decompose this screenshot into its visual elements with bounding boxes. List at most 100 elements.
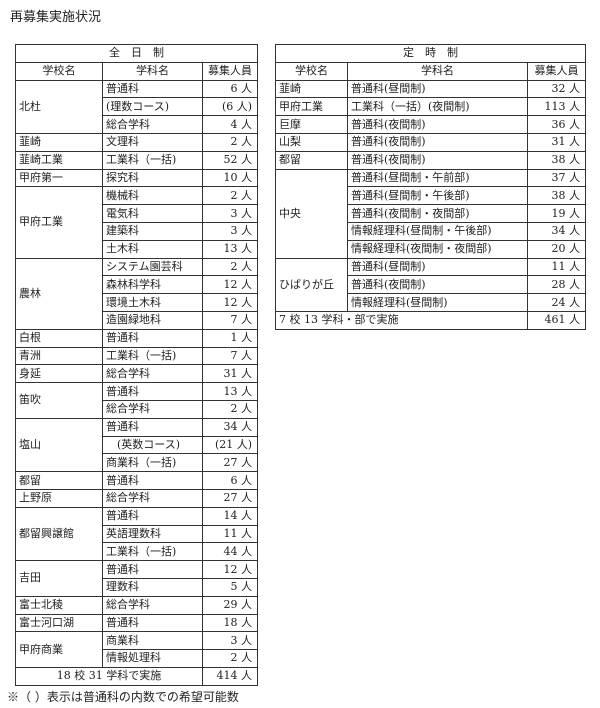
department-name: 工業科（一括）(夜間制) xyxy=(347,97,528,117)
total-label: 18 校 31 学科で実施 xyxy=(15,666,203,686)
table-row: 環境土木科 12 人 xyxy=(16,293,259,312)
table-row: 吉田 普通科 12 人 xyxy=(15,560,259,597)
department-name: 普通科(昼間制・午後部) xyxy=(347,186,528,206)
department-name: 普通科 xyxy=(102,79,203,99)
recruit-count: 13 人 xyxy=(201,239,259,259)
department-name: 普通科 xyxy=(102,613,203,633)
recruit-count: 38 人 xyxy=(526,150,587,170)
table-row: 甲府工業 工業科（一括）(夜間制) 113 人 xyxy=(275,97,587,117)
department-name: 普通科 xyxy=(102,328,203,348)
table-row: 普通科(夜間制・夜間部) 19 人 xyxy=(276,204,587,223)
recruit-count: 20 人 xyxy=(526,239,587,259)
table-row: 農林 システム園芸科 2 人 xyxy=(15,257,259,330)
recruit-count: 27 人 xyxy=(201,453,259,473)
recruit-count: 3 人 xyxy=(201,631,259,651)
department-name: 情報経理科(昼間制・午後部) xyxy=(347,221,528,241)
table-row: 甲府第一 探究科 10 人 xyxy=(15,168,259,188)
recruit-count: 28 人 xyxy=(526,275,587,295)
footnote: ※（ ）表示は普通科の内数での希望可能数 xyxy=(7,690,239,704)
department-name: システム園芸科 xyxy=(102,257,203,277)
department-name: 森林科学科 xyxy=(102,275,203,295)
table-row: 身延 総合学科 31 人 xyxy=(15,364,259,384)
full-time-table: 全 日 制学校名 学科名 募集人員 北杜 普通科 6 人 (理数コース) (6 人) 総合学科 4… xyxy=(14,44,259,686)
table-row: 都留 普通科(夜間制) 38 人 xyxy=(275,150,587,170)
table-row: 青洲 工業科（一括) 7 人 xyxy=(15,346,259,366)
school-name: 農林 xyxy=(15,257,103,330)
department-name: 商業科 xyxy=(102,631,203,651)
school-name: 北杜 xyxy=(15,79,103,134)
department-name: 理数科 xyxy=(102,577,203,597)
department-name: 総合学科 xyxy=(102,595,203,615)
school-name: 甲府商業 xyxy=(15,631,103,668)
department-name: 情報処理科 xyxy=(102,649,203,668)
table-row: ひばりが丘 普通科(昼間制) 11 人 xyxy=(275,257,587,312)
department-name: 造園緑地科 xyxy=(102,310,203,330)
school-name: 甲府工業 xyxy=(15,186,103,259)
school-name: ひばりが丘 xyxy=(275,257,348,312)
total-count: 461 人 xyxy=(526,310,587,330)
table-row: 上野原 総合学科 27 人 xyxy=(15,488,259,508)
recruit-count: 52 人 xyxy=(201,150,259,170)
recruit-count: 27 人 xyxy=(201,488,259,508)
recruit-count: 38 人 xyxy=(526,186,587,206)
recruit-count: 7 人 xyxy=(201,310,259,330)
school-name: 笛吹 xyxy=(15,382,103,419)
school-name: 富士北稜 xyxy=(15,595,103,615)
department-name: 土木科 xyxy=(102,239,203,259)
department-name: 工業科（一括) xyxy=(102,346,203,366)
department-name: 総合学科 xyxy=(102,115,203,134)
school-name: 韮崎工業 xyxy=(15,150,103,170)
recruit-count: 2 人 xyxy=(201,186,259,206)
department-name: 情報経理科(夜間制・夜間部) xyxy=(347,239,528,259)
table-row: (英数コース) (21 人) xyxy=(16,435,259,455)
table-row: 商業科（一括) 27 人 xyxy=(16,453,259,473)
department-name: 普通科 xyxy=(102,506,203,526)
department-name: 電気科 xyxy=(102,204,203,223)
table-row: 甲府商業 商業科 3 人 xyxy=(15,631,259,668)
table-row: 都留 普通科 6 人 xyxy=(15,471,259,490)
recruit-count: 10 人 xyxy=(201,168,259,188)
department-name: (理数コース) xyxy=(102,97,203,117)
school-name: 青洲 xyxy=(15,346,103,366)
table-row: 工業科（一括) 44 人 xyxy=(16,542,259,562)
recruit-count: 2 人 xyxy=(201,399,259,419)
recruit-count: 6 人 xyxy=(201,79,259,99)
recruit-count: 11 人 xyxy=(526,257,587,277)
department-name: 普通科(昼間制) xyxy=(347,79,528,99)
table-row: 笛吹 普通科 13 人 xyxy=(15,382,259,419)
department-name: 普通科 xyxy=(102,560,203,579)
table-heading-row: 全 日 制 xyxy=(14,44,259,63)
department-name: 総合学科 xyxy=(102,488,203,508)
column-header: 学科名 xyxy=(102,61,203,81)
recruit-count: 31 人 xyxy=(201,364,259,384)
school-name: 塩山 xyxy=(15,417,103,473)
recruit-count: 44 人 xyxy=(201,542,259,562)
department-name: 工業科（一括) xyxy=(102,542,203,562)
school-name: 巨摩 xyxy=(275,115,348,134)
table-row: 塩山 普通科 34 人 xyxy=(15,417,259,473)
total-row: 18 校 31 学科で実施 414 人 xyxy=(15,666,259,686)
recruit-count: 3 人 xyxy=(201,221,259,241)
table-row: 白根 普通科 1 人 xyxy=(15,328,259,348)
department-name: 機械科 xyxy=(102,186,203,206)
recruit-count: 12 人 xyxy=(201,293,259,312)
recruit-count: 7 人 xyxy=(201,346,259,366)
recruit-count: (6 人) xyxy=(201,97,259,117)
column-header-row: 学校名 学科名 募集人員 xyxy=(275,61,587,81)
school-name: 中央 xyxy=(275,168,348,259)
table-row: 総合学科 2 人 xyxy=(16,399,259,419)
recruit-count: 14 人 xyxy=(201,506,259,526)
school-name: 身延 xyxy=(15,364,103,384)
column-header: 募集人員 xyxy=(201,61,259,81)
table-row: 都留興譲館 普通科 14 人 xyxy=(15,506,259,562)
column-header: 募集人員 xyxy=(526,61,587,81)
department-name: 普通科(昼間制) xyxy=(347,257,528,277)
table-row: 富士北稜 総合学科 29 人 xyxy=(15,595,259,615)
recruit-count: 18 人 xyxy=(201,613,259,633)
recruit-count: 2 人 xyxy=(201,257,259,277)
table-row: 普通科(夜間制) 28 人 xyxy=(276,275,587,295)
table-heading: 全 日 制 xyxy=(14,44,259,63)
table-row: 富士河口湖 普通科 18 人 xyxy=(15,613,259,633)
recruit-count: 32 人 xyxy=(526,79,587,99)
school-name: 白根 xyxy=(15,328,103,348)
